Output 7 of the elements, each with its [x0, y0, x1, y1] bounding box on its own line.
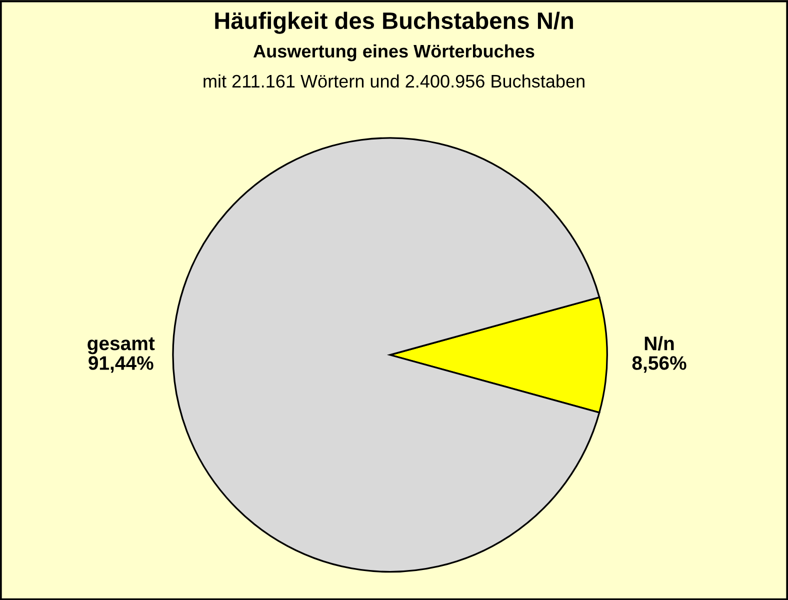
data-label: 91,44% — [88, 356, 154, 373]
data-label: 8,56% — [632, 356, 686, 373]
text: mit 211.161 Wörtern und 2.400.956 Buchstaben — [204, 74, 584, 88]
slice-label: gesamt — [88, 337, 155, 354]
chart-subtitle: Auswertung eines Wörterbuches — [254, 44, 534, 62]
chart-title: Häufigkeit des Buchstabens N/n — [215, 12, 573, 34]
slice-label: N/n — [644, 336, 674, 351]
